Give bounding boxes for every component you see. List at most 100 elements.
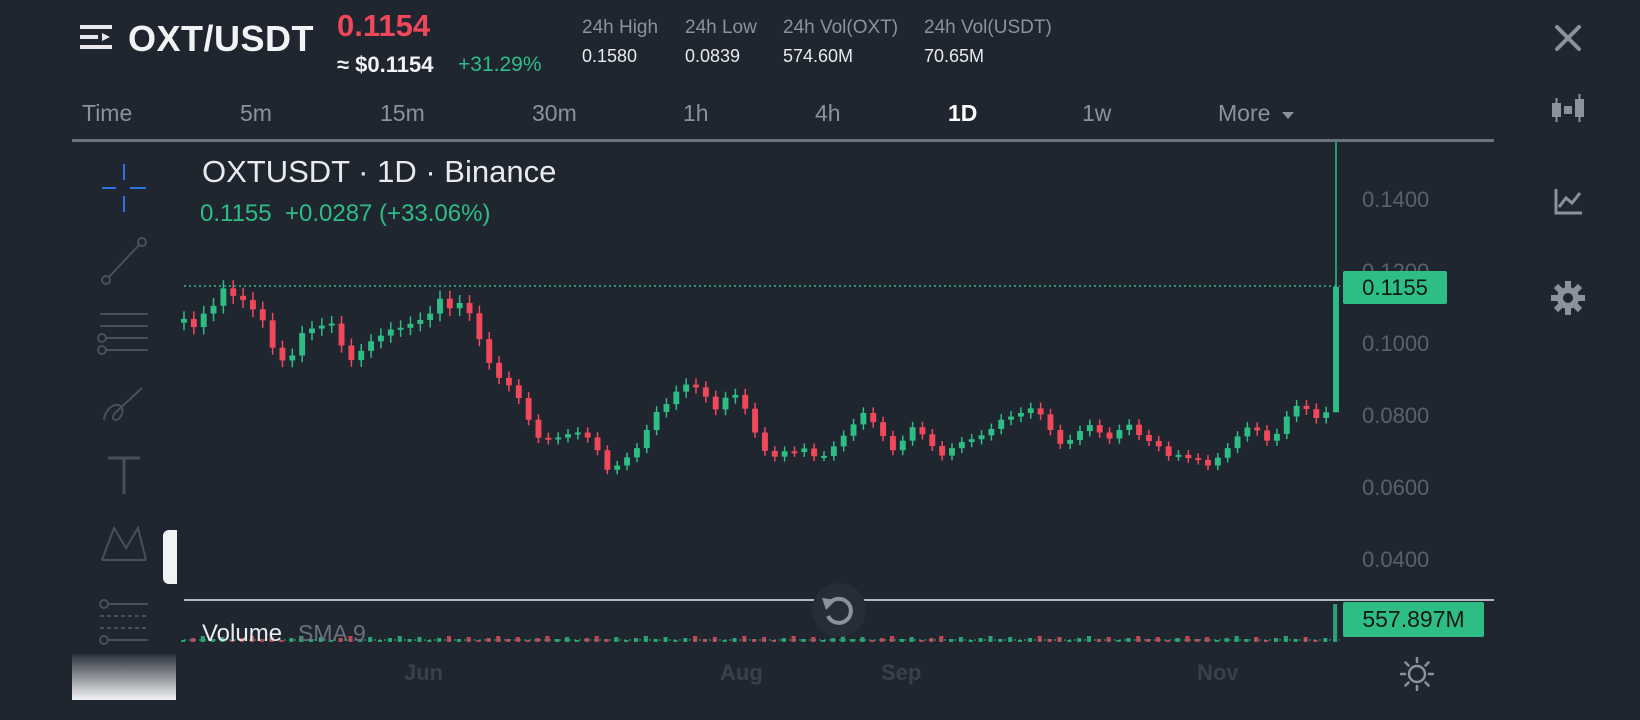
volume-bar [889, 636, 895, 642]
tab-5m[interactable]: 5m [240, 100, 272, 126]
candle-body [1254, 427, 1261, 431]
candle-body [1037, 408, 1044, 415]
tab-more[interactable]: More [1218, 100, 1295, 127]
stat-label-24h-low: 24h Low [685, 17, 757, 38]
candle-body [456, 302, 463, 309]
volume-bar [456, 639, 461, 642]
volume-bar [1185, 636, 1190, 642]
volume-bar [801, 639, 806, 642]
volume-bar [397, 636, 402, 642]
candle-body [909, 427, 916, 441]
tab-4h[interactable]: 4h [815, 100, 841, 126]
candle-body [978, 435, 985, 440]
volume-bar [643, 636, 648, 642]
volume-bar [230, 640, 235, 642]
volume-bar [1116, 640, 1121, 642]
candle-body [397, 327, 404, 330]
candle-body [1126, 424, 1133, 431]
candle-body [1145, 434, 1152, 442]
volume-bar [328, 640, 333, 642]
tab-15m[interactable]: 15m [380, 100, 425, 126]
volume-bar [1155, 637, 1160, 642]
candle-body [624, 457, 631, 466]
tab-1d[interactable]: 1D [948, 100, 978, 126]
volume-bar [850, 639, 855, 642]
volume-bar [584, 638, 589, 642]
candle-body [1175, 454, 1182, 457]
candle-body [968, 439, 975, 443]
tab-1w[interactable]: 1w [1082, 100, 1112, 126]
candle-body [466, 302, 473, 314]
candle-body [949, 448, 955, 456]
candlestick-icon[interactable] [1548, 90, 1588, 130]
volume-bar [525, 640, 530, 642]
pattern-icon[interactable] [96, 520, 156, 576]
tab-more-label: More [1218, 100, 1271, 126]
candle-body [643, 430, 650, 449]
volume-bar [1313, 640, 1318, 642]
volume-bar [919, 640, 924, 642]
tab-time[interactable]: Time [82, 100, 133, 126]
candle-body [939, 445, 946, 456]
candle-body [584, 432, 591, 438]
gear-icon[interactable] [1548, 278, 1588, 318]
candle-body [358, 350, 365, 361]
volume-bar [771, 640, 776, 642]
volume-bar [220, 637, 225, 642]
fib-icon[interactable] [96, 594, 156, 650]
volume-bar [949, 639, 954, 642]
price-chart[interactable] [72, 142, 1494, 682]
volume-bar [791, 636, 796, 642]
brightness-icon[interactable] [1400, 657, 1434, 691]
volume-bar [555, 639, 560, 642]
candle-body [496, 362, 503, 378]
volume-bar [1165, 640, 1170, 642]
volume-bar [722, 640, 727, 642]
y-tick: 0.1400 [1362, 187, 1430, 212]
trend-line-icon[interactable] [96, 234, 156, 290]
stat-label-24h-high: 24h High [582, 17, 659, 38]
candles-layer [181, 142, 1339, 475]
volume-bar [249, 636, 255, 642]
volume-bar [1333, 604, 1338, 642]
crosshair-icon[interactable] [96, 160, 156, 216]
volume-bar [446, 636, 452, 642]
volume-bar [1037, 636, 1042, 642]
volume-bar [840, 636, 845, 642]
candle-body [663, 404, 670, 412]
candle-body [594, 437, 601, 451]
candle-body [653, 411, 660, 431]
tab-30m[interactable]: 30m [532, 100, 577, 126]
reset-view-icon[interactable] [812, 583, 866, 637]
menu-icon[interactable] [80, 25, 112, 55]
candle-body [1273, 433, 1280, 441]
indicator-chart-icon[interactable] [1548, 181, 1588, 221]
candle-body [840, 435, 847, 447]
candle-body [998, 419, 1005, 429]
volume-bar [279, 640, 284, 642]
candle-body [1106, 432, 1113, 439]
candle-body [1086, 425, 1093, 432]
candle-body [880, 422, 887, 437]
y-tick: 0.1000 [1362, 331, 1430, 356]
candle-body [515, 385, 522, 399]
close-icon[interactable] [1552, 22, 1584, 54]
candle-body [791, 451, 798, 454]
candle-body [200, 313, 207, 328]
candle-body [574, 432, 581, 435]
brush-icon[interactable] [96, 380, 156, 436]
text-icon[interactable] [96, 448, 156, 504]
candle-body [220, 288, 227, 306]
volume-bar [377, 640, 383, 642]
volume-bar [604, 639, 609, 642]
candle-body [1214, 457, 1221, 466]
chart-title: OXTUSDT · 1D · Binance [202, 154, 557, 189]
candle-body [712, 396, 719, 410]
tab-1h[interactable]: 1h [683, 100, 709, 126]
trading-pair-title[interactable]: OXT/USDT [128, 18, 315, 59]
candle-body [752, 408, 759, 433]
candle-body [1244, 427, 1251, 437]
candle-body [555, 437, 562, 440]
horizontal-lines-icon[interactable] [96, 304, 156, 360]
collapse-toolbar-handle[interactable] [163, 530, 177, 584]
